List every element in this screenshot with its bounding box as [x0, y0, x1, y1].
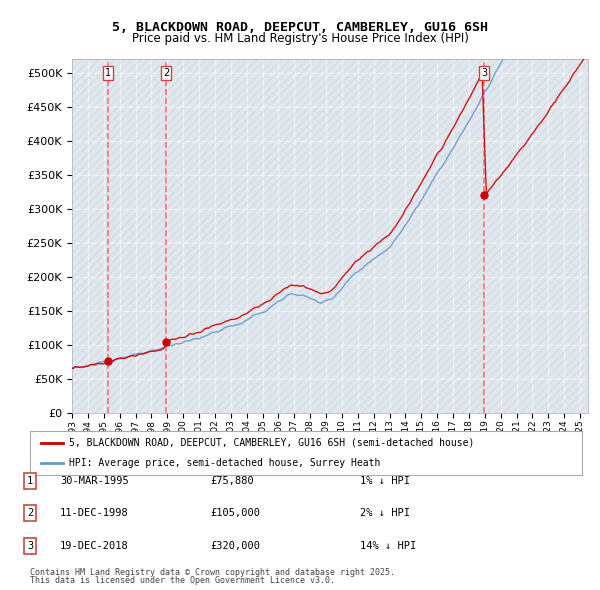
- Text: Contains HM Land Registry data © Crown copyright and database right 2025.: Contains HM Land Registry data © Crown c…: [30, 568, 395, 577]
- Text: 5, BLACKDOWN ROAD, DEEPCUT, CAMBERLEY, GU16 6SH (semi-detached house): 5, BLACKDOWN ROAD, DEEPCUT, CAMBERLEY, G…: [68, 438, 474, 448]
- Text: 1: 1: [104, 68, 110, 78]
- Text: 2% ↓ HPI: 2% ↓ HPI: [360, 509, 410, 518]
- Text: 30-MAR-1995: 30-MAR-1995: [60, 476, 129, 486]
- Text: HPI: Average price, semi-detached house, Surrey Heath: HPI: Average price, semi-detached house,…: [68, 458, 380, 468]
- Text: 3: 3: [481, 68, 487, 78]
- Text: 2: 2: [27, 509, 33, 518]
- Text: 5, BLACKDOWN ROAD, DEEPCUT, CAMBERLEY, GU16 6SH: 5, BLACKDOWN ROAD, DEEPCUT, CAMBERLEY, G…: [112, 21, 488, 34]
- Text: Price paid vs. HM Land Registry's House Price Index (HPI): Price paid vs. HM Land Registry's House …: [131, 32, 469, 45]
- Text: £320,000: £320,000: [210, 541, 260, 550]
- Text: £75,880: £75,880: [210, 476, 254, 486]
- Text: 1: 1: [27, 476, 33, 486]
- Text: 2: 2: [163, 68, 169, 78]
- Text: This data is licensed under the Open Government Licence v3.0.: This data is licensed under the Open Gov…: [30, 576, 335, 585]
- Text: 11-DEC-1998: 11-DEC-1998: [60, 509, 129, 518]
- Text: 3: 3: [27, 541, 33, 550]
- Text: £105,000: £105,000: [210, 509, 260, 518]
- Text: 19-DEC-2018: 19-DEC-2018: [60, 541, 129, 550]
- Text: 1% ↓ HPI: 1% ↓ HPI: [360, 476, 410, 486]
- Text: 14% ↓ HPI: 14% ↓ HPI: [360, 541, 416, 550]
